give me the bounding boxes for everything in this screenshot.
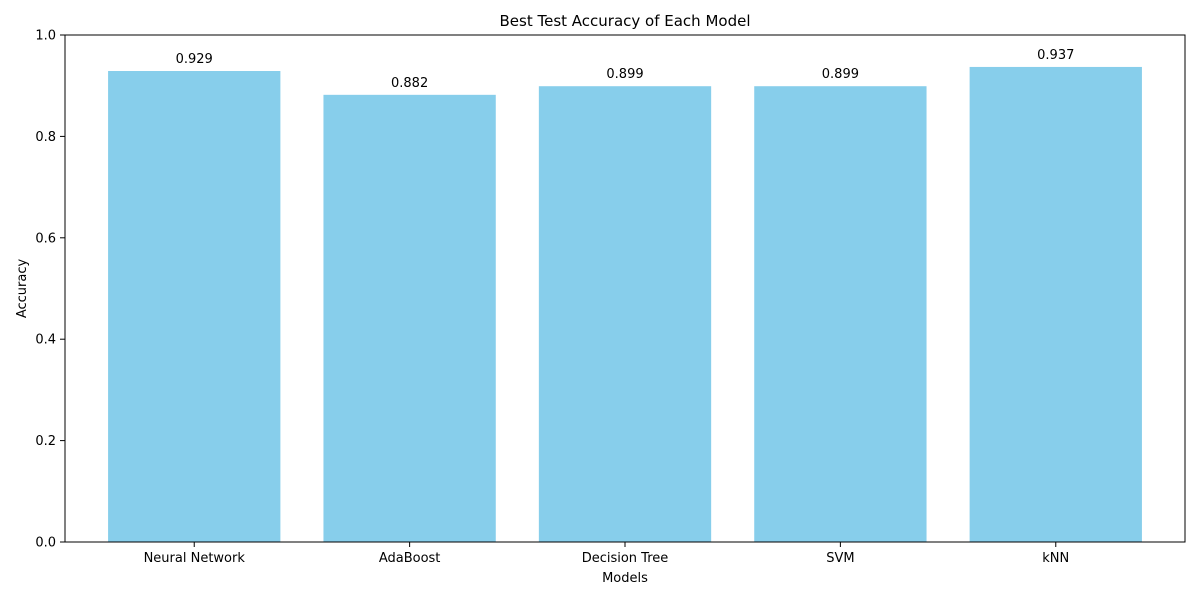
plot-frame (64, 34, 1186, 543)
y-axis: 0.0 0.2 0.4 0.6 0.8 1.0 (35, 29, 65, 551)
bar-value-label: 0.929 (176, 52, 213, 67)
bars-layer (108, 66, 1142, 543)
x-tick-label: SVM (826, 551, 854, 566)
bar-value-label: 0.937 (1037, 48, 1074, 63)
chart-title: Best Test Accuracy of Each Model (500, 12, 751, 30)
y-axis-label: Accuracy (15, 259, 30, 319)
bar-4 (969, 66, 1142, 542)
y-tick-label: 1.0 (35, 29, 56, 44)
bar-1 (323, 94, 496, 542)
y-tick-label: 0.0 (35, 536, 56, 551)
data-labels-layer: 0.929 0.882 0.899 0.899 0.937 (176, 48, 1075, 91)
bar-value-label: 0.899 (822, 67, 859, 82)
bar-value-label: 0.882 (391, 76, 428, 91)
x-tick-label: AdaBoost (379, 551, 441, 566)
y-tick-label: 0.2 (35, 434, 56, 449)
bar-3 (754, 86, 927, 543)
bar-2 (538, 86, 712, 543)
x-axis: Neural Network AdaBoost Decision Tree SVM kN… (144, 542, 1069, 566)
bar-0 (108, 71, 281, 542)
x-tick-label: kNN (1042, 551, 1069, 566)
x-tick-label: Decision Tree (582, 551, 669, 566)
bar-value-label: 0.899 (606, 67, 643, 82)
y-tick-label: 0.4 (35, 333, 56, 348)
y-tick-label: 0.6 (35, 231, 56, 246)
y-tick-label: 0.8 (35, 130, 56, 145)
x-tick-label: Neural Network (144, 551, 246, 566)
x-axis-label: Models (602, 571, 648, 586)
